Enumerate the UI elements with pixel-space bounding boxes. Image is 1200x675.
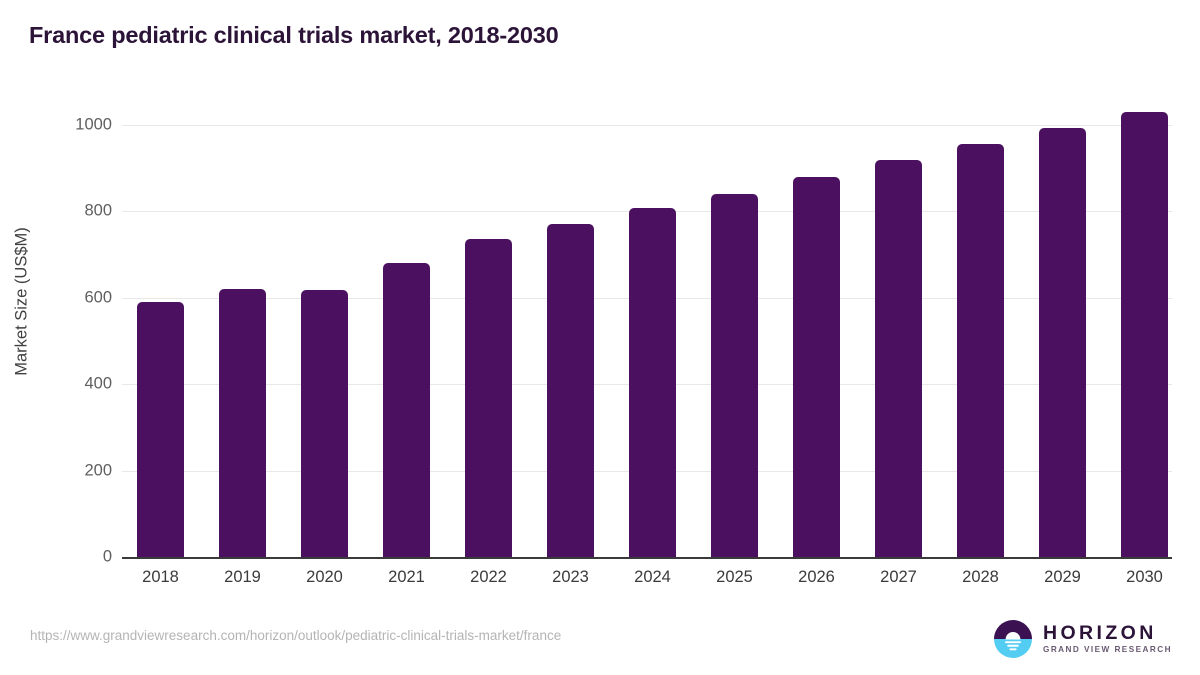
page-title: France pediatric clinical trials market,… (29, 22, 559, 48)
x-axis-tick-label: 2023 (552, 568, 589, 586)
x-axis-tick-label: 2019 (224, 568, 261, 586)
x-axis-tick-label: 2025 (716, 568, 753, 586)
x-axis-tick-label: 2026 (798, 568, 835, 586)
bar[interactable] (465, 239, 512, 557)
y-axis-tick-label: 800 (84, 201, 112, 220)
y-axis-tick-label: 0 (102, 547, 112, 566)
x-axis-tick-label: 2018 (142, 568, 179, 586)
horizon-logo: HORIZON GRAND VIEW RESEARCH (992, 617, 1172, 661)
y-axis-tick-label: 600 (84, 288, 112, 307)
gridline (122, 125, 1172, 126)
y-axis-tick-label: 200 (84, 461, 112, 480)
x-axis-tick-label: 2028 (962, 568, 999, 586)
y-axis-tick-label: 1000 (75, 115, 112, 134)
x-axis-tick-label: 2024 (634, 568, 671, 586)
bar[interactable] (547, 224, 594, 557)
x-axis-tick-label: 2029 (1044, 568, 1081, 586)
bar[interactable] (137, 302, 184, 557)
y-axis-tick-label: 400 (84, 374, 112, 393)
horizon-logo-text: HORIZON GRAND VIEW RESEARCH (1043, 623, 1172, 654)
bar[interactable] (711, 193, 758, 557)
x-axis-line (122, 557, 1172, 559)
x-axis-tick-label: 2020 (306, 568, 343, 586)
bar[interactable] (301, 290, 348, 557)
bar[interactable] (1039, 128, 1086, 557)
source-url-text: https://www.grandviewresearch.com/horizo… (30, 628, 562, 643)
horizon-logo-icon (992, 618, 1034, 660)
x-axis-tick-label: 2021 (388, 568, 425, 586)
bar[interactable] (793, 176, 840, 557)
logo-wordmark: HORIZON (1043, 622, 1157, 645)
logo-tagline: GRAND VIEW RESEARCH (1043, 644, 1172, 654)
x-axis-tick-label: 2027 (880, 568, 917, 586)
x-axis-tick-label: 2030 (1126, 568, 1163, 586)
bar[interactable] (875, 159, 922, 557)
bar[interactable] (383, 262, 430, 557)
bar[interactable] (629, 208, 676, 557)
bar[interactable] (1121, 112, 1168, 557)
x-axis-tick-label: 2022 (470, 568, 507, 586)
bar[interactable] (219, 288, 266, 557)
bar[interactable] (957, 144, 1004, 557)
